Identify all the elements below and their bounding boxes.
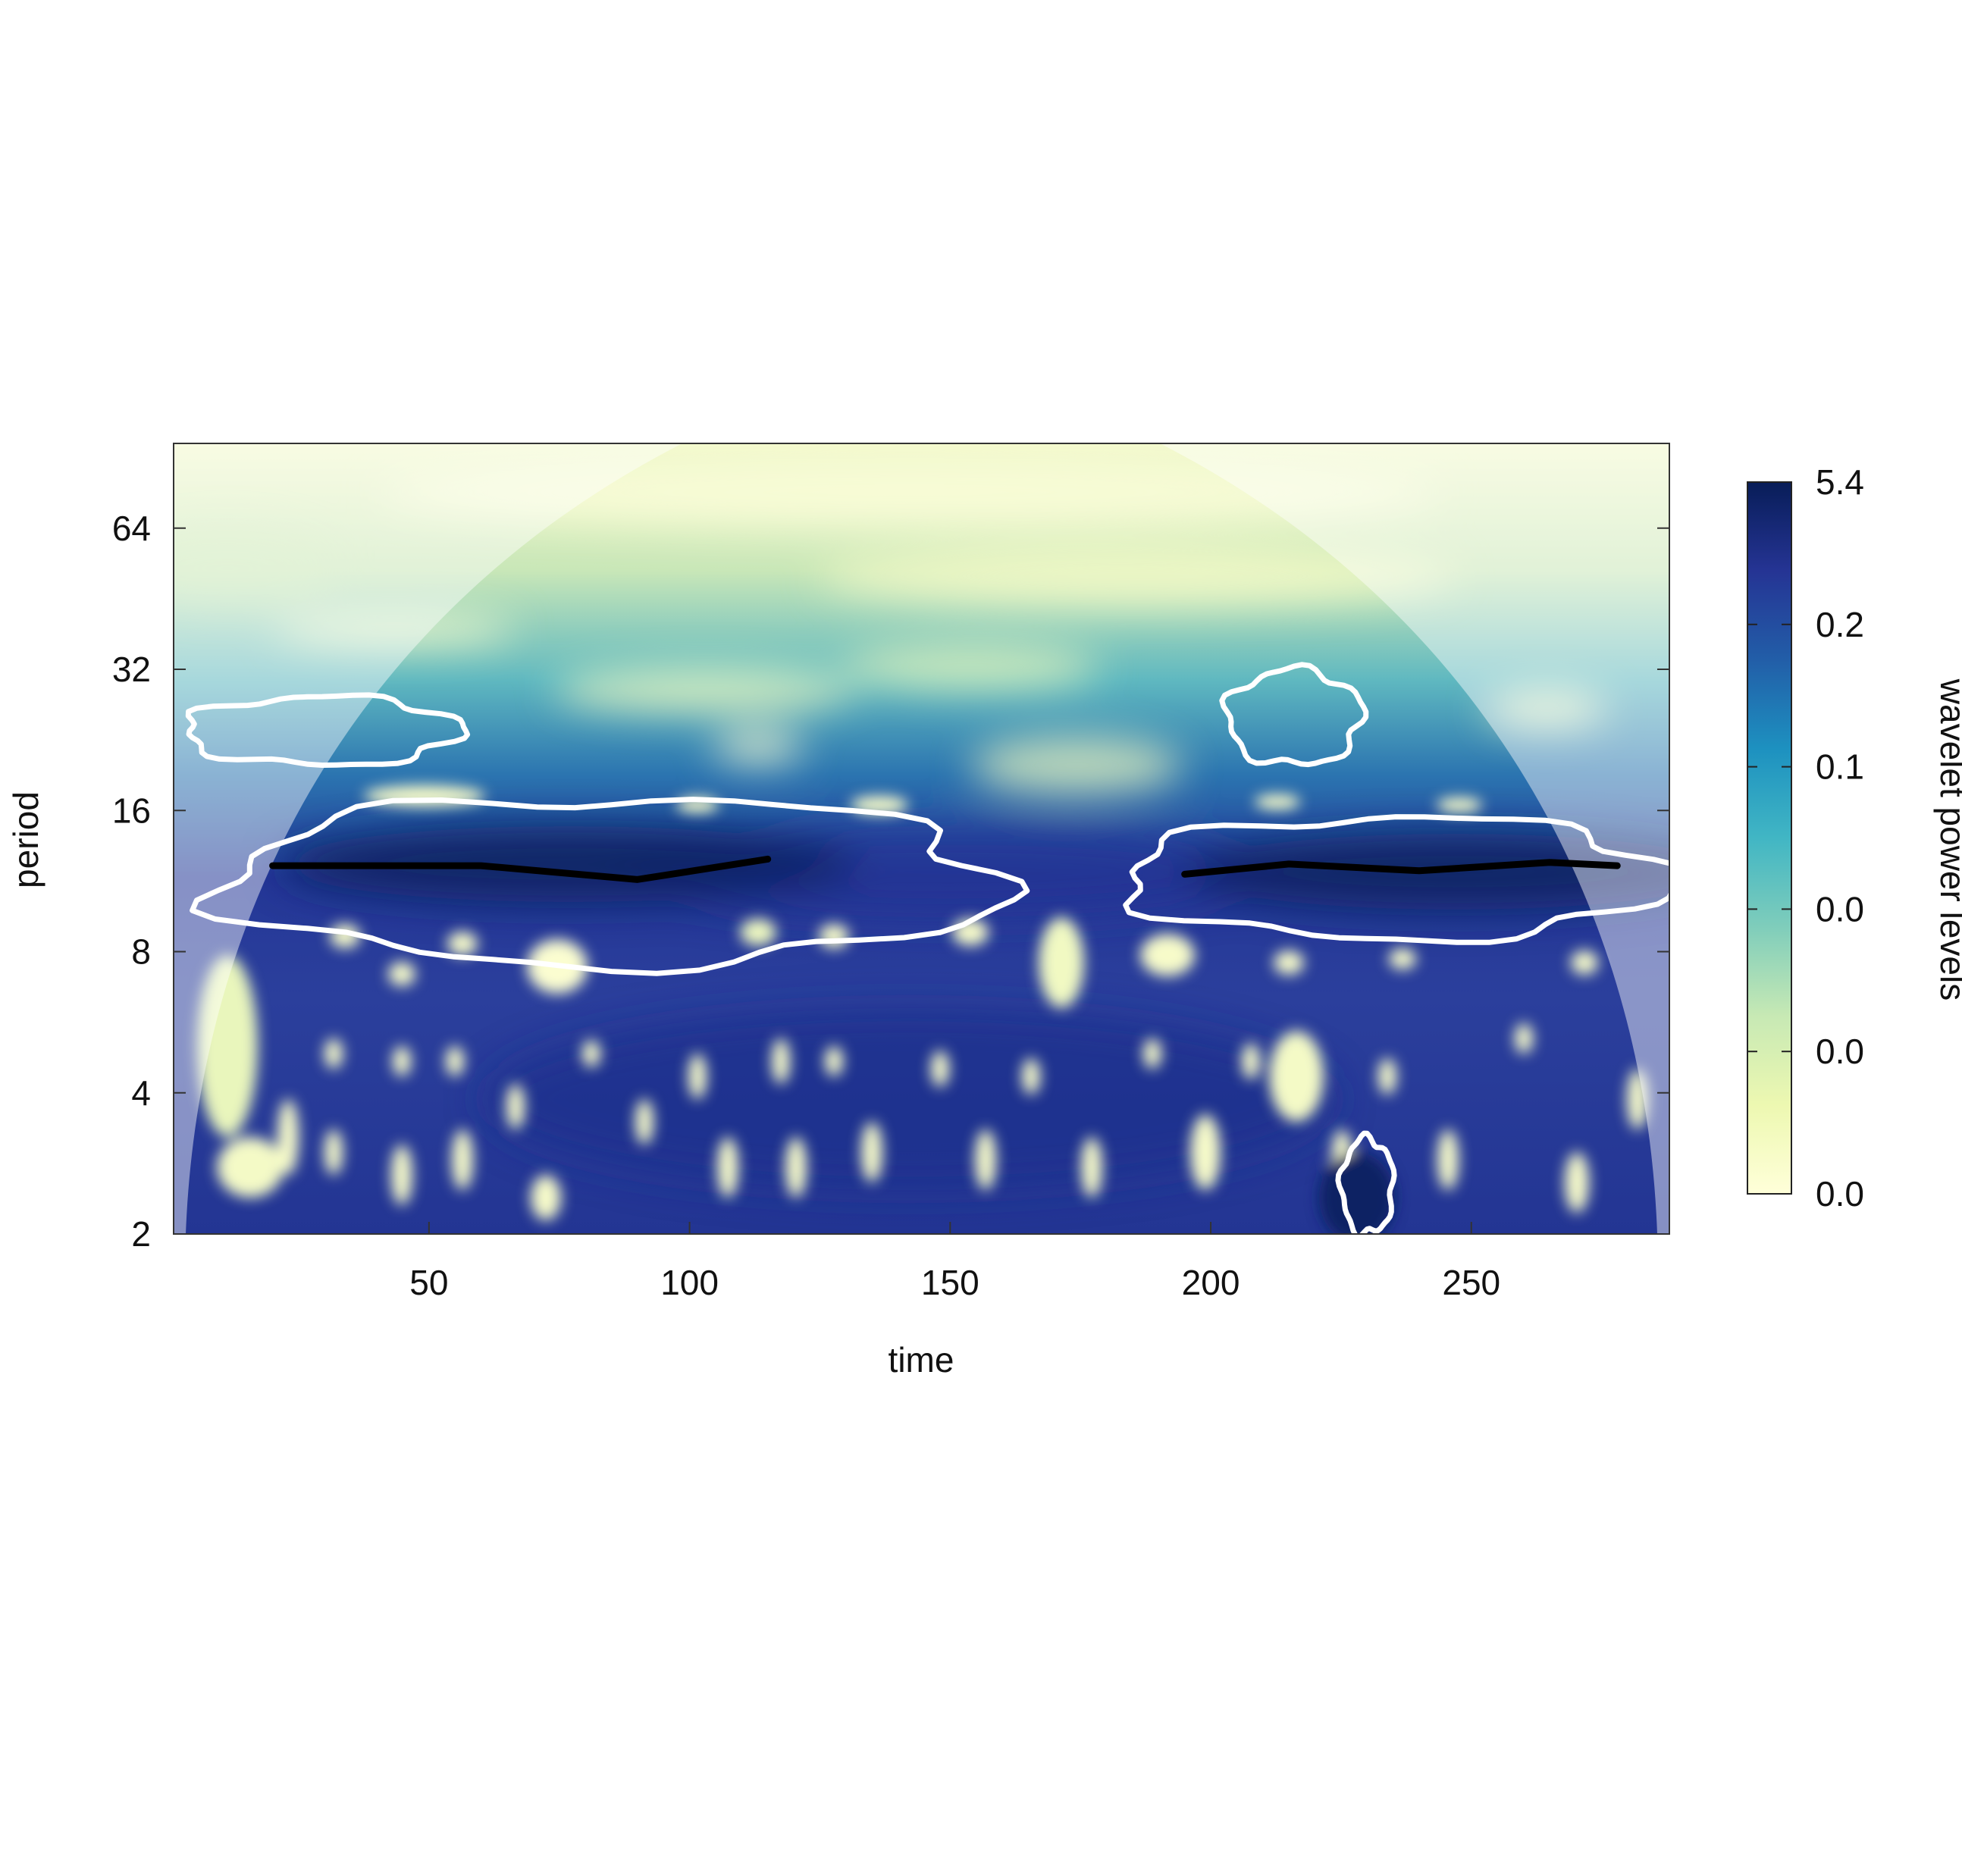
x-tick-label: 200 [1182, 1263, 1240, 1302]
legend-tick-label: 0.1 [1816, 747, 1864, 787]
legend-tick-label: 5.4 [1816, 462, 1864, 502]
x-tick-label: 50 [409, 1263, 448, 1302]
legend-tick-label: 0.0 [1816, 889, 1864, 929]
heatmap-blobs [174, 459, 1669, 1190]
y-tick-label: 4 [131, 1073, 151, 1113]
colorbar [1747, 481, 1792, 1195]
contour-bottom-peak [1335, 1130, 1397, 1234]
legend-tick-label: 0.2 [1816, 605, 1864, 644]
ridge-2 [1181, 859, 1621, 878]
x-tick-label: 100 [660, 1263, 719, 1302]
y-tick-label: 2 [131, 1214, 151, 1254]
y-tick-label: 64 [112, 509, 151, 548]
ridge-1 [269, 855, 772, 883]
contour-upper-right [1219, 662, 1369, 768]
x-tick-label: 250 [1442, 1263, 1500, 1302]
y-axis-label: period [6, 791, 45, 888]
y-axis: 2 4 8 16 32 64 [112, 509, 1669, 1254]
legend-tick-label: 0.0 [1816, 1032, 1864, 1071]
legend-title: wavelet power levels [1933, 678, 1962, 1001]
x-axis: 50 100 150 200 250 [409, 1222, 1500, 1302]
y-tick-label: 8 [131, 932, 151, 972]
x-axis-label: time [889, 1340, 954, 1380]
y-tick-label: 32 [112, 650, 151, 689]
contour-upper-left [185, 692, 471, 768]
power-heatmap [174, 443, 1669, 1234]
x-tick-label: 150 [921, 1263, 979, 1302]
power-ridges [269, 855, 1621, 883]
y-tick-label: 16 [112, 791, 151, 830]
contour-main-right [1123, 814, 1669, 945]
legend-tick-label: 0.0 [1816, 1174, 1864, 1214]
coi-mask-left [174, 443, 682, 1234]
colorbar-legend: 0.0 0.0 0.0 0.1 0.2 5.4 wavelet power levels [1747, 462, 1962, 1214]
heatmap-ridges [197, 785, 1648, 1234]
significance-contours [185, 662, 1669, 1234]
plot-frame [173, 443, 1670, 1235]
coi-mask-right [1160, 443, 1669, 1234]
contour-main-left [190, 797, 1030, 976]
